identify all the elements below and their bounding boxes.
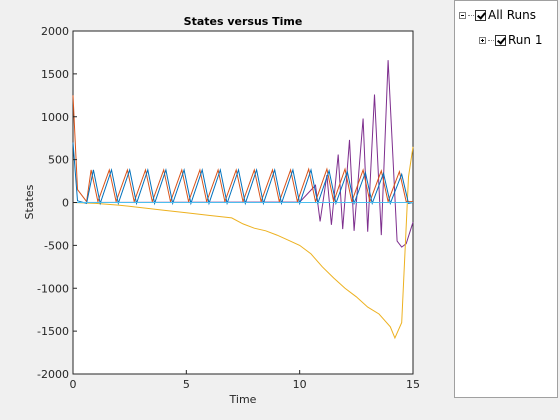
- x-tick-label: 5: [183, 378, 190, 391]
- y-tick-label: 1500: [41, 68, 69, 81]
- all-runs-checkbox[interactable]: [475, 9, 486, 21]
- chart-title: States versus Time: [184, 15, 303, 28]
- y-tick-label: 500: [48, 154, 69, 167]
- series-line-4: [72, 142, 414, 206]
- y-tick-label: -1000: [37, 282, 69, 295]
- y-tick-label: 1000: [41, 111, 69, 124]
- tree-row-all-runs: All Runs: [459, 7, 536, 23]
- y-tick-label: -1500: [37, 325, 69, 338]
- y-tick-label: 2000: [41, 25, 69, 38]
- tree-connector: [468, 14, 474, 16]
- x-tick-label: 10: [293, 378, 307, 391]
- y-tick-label: -500: [44, 239, 69, 252]
- y-axis-label: States: [23, 184, 36, 219]
- series-layer: [72, 60, 414, 340]
- tree-connector: [488, 39, 494, 41]
- x-tick-label: 0: [70, 378, 77, 391]
- axis-ticks: 0 5 10 15 -2000 -1500 -1000 -500 0 500 1000 1500 200…: [37, 25, 420, 391]
- x-axis-label: Time: [229, 393, 257, 406]
- x-tick-label: 15: [406, 378, 420, 391]
- run-1-label[interactable]: Run 1: [508, 33, 543, 47]
- y-tick-label: 0: [62, 197, 69, 210]
- chart-figure: States versus Time 0 5 10 15 -2000 -1500 -1000…: [23, 15, 420, 406]
- run-tree-panel: All Runs Run 1: [454, 0, 558, 398]
- series-line-2: [72, 146, 414, 340]
- y-tick-label: -2000: [37, 368, 69, 381]
- series-line-3: [72, 95, 413, 204]
- tree-row-run-1: Run 1: [479, 32, 542, 48]
- run-1-checkbox[interactable]: [495, 34, 506, 46]
- all-runs-label[interactable]: All Runs: [488, 8, 536, 22]
- collapse-icon[interactable]: [459, 11, 466, 19]
- expand-icon[interactable]: [479, 36, 486, 44]
- series-line-1: [72, 60, 414, 248]
